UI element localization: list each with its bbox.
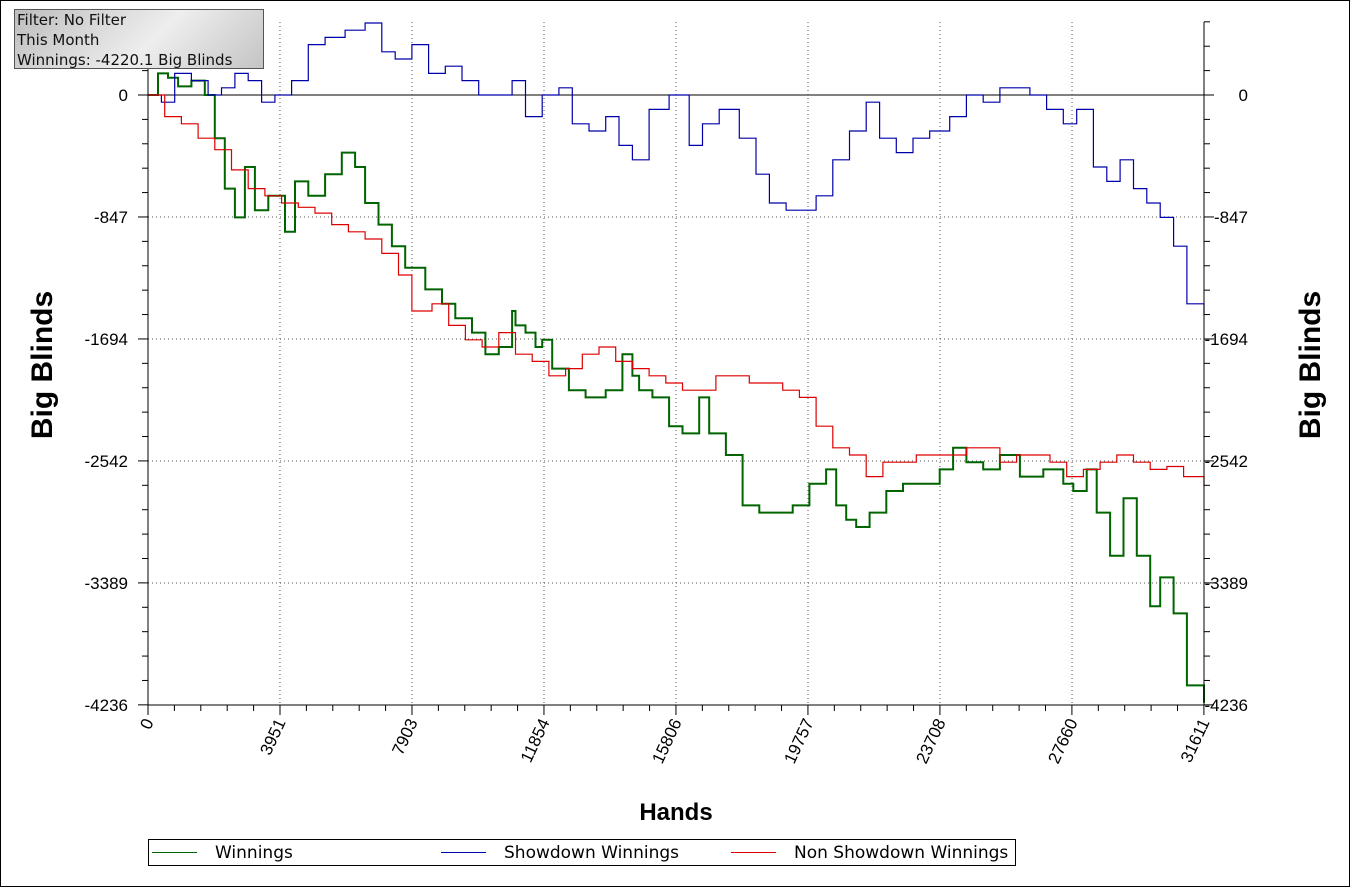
x-tick-label: 23708: [912, 716, 949, 767]
x-tick-label: 19757: [780, 716, 817, 767]
y-tick-label-right: 0: [1239, 86, 1248, 105]
legend-label-showdown: Showdown Winnings: [504, 842, 679, 863]
y-tick-label-left: 0: [119, 86, 128, 105]
y-tick-label-right: -847: [1214, 208, 1248, 227]
y-tick-label-right: -1694: [1205, 330, 1248, 349]
series-line-1: [148, 72, 1205, 703]
x-axis-label: Hands: [639, 799, 712, 826]
y-axis-label-right: Big Blinds: [1294, 291, 1327, 439]
x-tick-label: 15806: [648, 716, 685, 767]
axes: [138, 21, 1214, 715]
x-tick-label: 31611: [1177, 716, 1214, 766]
legend-item-non-showdown: Non Showdown Winnings: [731, 840, 1008, 865]
y-tick-label-right: -3389: [1205, 574, 1248, 593]
legend-swatch-showdown: [441, 852, 486, 853]
period-text: This Month: [17, 31, 100, 49]
series-lines: [148, 22, 1205, 703]
filter-text: Filter: No Filter: [17, 11, 127, 29]
legend-swatch-winnings: [152, 852, 197, 853]
series-line-3: [148, 94, 1205, 487]
legend-item-winnings: Winnings: [152, 840, 293, 865]
filter-info-box: Filter: No Filter This Month Winnings: -…: [14, 9, 264, 69]
winnings-text: Winnings: -4220.1 Big Blinds: [17, 51, 233, 69]
y-tick-label-left: -3389: [85, 574, 128, 593]
gridlines: [148, 22, 1204, 706]
x-tick-label: 7903: [388, 716, 421, 758]
legend-label-winnings: Winnings: [215, 842, 293, 863]
legend-swatch-non-showdown: [731, 852, 776, 853]
y-axis-label-left: Big Blinds: [26, 291, 59, 439]
y-tick-label-right: -2542: [1205, 452, 1248, 471]
x-tick-label: 0: [136, 716, 157, 733]
chart-legend: Winnings Showdown Winnings Non Showdown …: [148, 839, 1016, 866]
x-tick-label: 11854: [517, 716, 554, 766]
y-tick-label-right: -4236: [1205, 696, 1248, 715]
legend-item-showdown: Showdown Winnings: [441, 840, 679, 865]
series-line-2: [148, 22, 1205, 316]
x-tick-label: 3951: [256, 716, 289, 758]
y-tick-label-left: -2542: [85, 452, 128, 471]
y-tick-label-left: -1694: [85, 330, 128, 349]
x-tick-label: 27660: [1044, 716, 1081, 767]
y-tick-label-left: -4236: [85, 696, 128, 715]
y-tick-label-left: -847: [94, 208, 128, 227]
legend-label-non-showdown: Non Showdown Winnings: [794, 842, 1009, 863]
